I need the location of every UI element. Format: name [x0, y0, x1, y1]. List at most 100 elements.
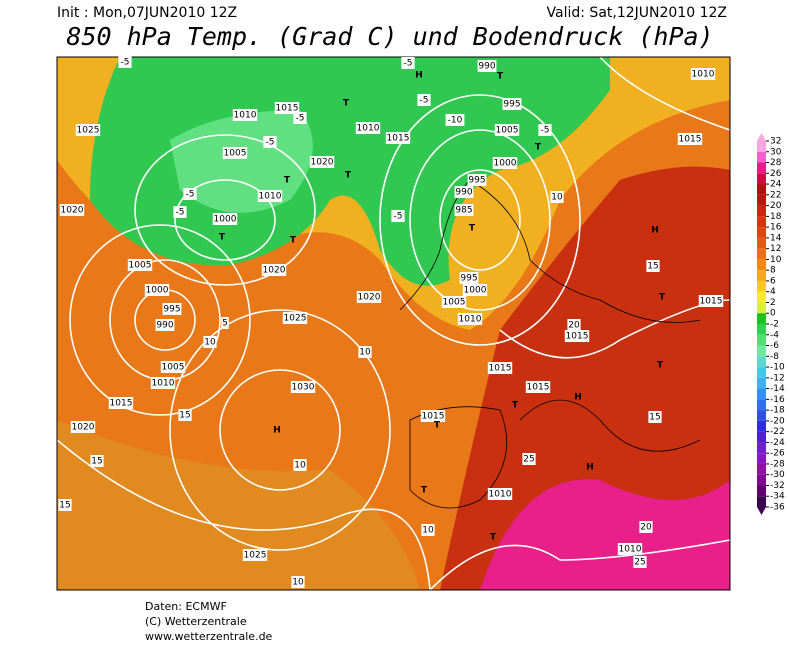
contour-label: 1020: [72, 423, 95, 433]
label-bg: [420, 410, 446, 422]
colorbar-label: 8: [770, 266, 776, 276]
label-bg: [290, 381, 316, 393]
colorbar-band: [757, 237, 766, 249]
label-bg: [70, 421, 96, 433]
colorbar-band: [757, 474, 766, 486]
label-bg: [445, 114, 465, 126]
contour-label: -10: [448, 116, 463, 126]
label-bg: [487, 362, 513, 374]
colorbar-band: [757, 216, 766, 228]
contour-label: 15: [647, 262, 658, 272]
pressure-center: T: [469, 224, 476, 234]
contour-label: 995: [468, 176, 485, 186]
contour-label: 1005: [224, 149, 247, 159]
colorbar-cap: [757, 507, 766, 515]
colorbar-label: 30: [770, 147, 782, 157]
colorbar-band: [757, 356, 766, 368]
contour-label: 1010: [692, 70, 715, 80]
label-bg: [454, 186, 474, 198]
pressure-center: T: [434, 421, 441, 431]
contour-label: -5: [541, 126, 550, 136]
label-bg: [59, 204, 85, 216]
label-bg: [459, 272, 479, 284]
label-bg: [646, 260, 660, 272]
contour-label: 990: [156, 321, 173, 331]
colorbar-band: [757, 248, 766, 260]
colorbar-band: [757, 194, 766, 206]
label-bg: [183, 188, 197, 200]
colorbar-label: 32: [770, 137, 781, 147]
map-frame: [56, 56, 731, 591]
contour-label: 15: [91, 457, 102, 467]
colorbar-band: [757, 205, 766, 217]
contour-label: 1010: [357, 124, 380, 134]
contour-label: 10: [294, 461, 306, 471]
colorbar-band: [757, 162, 766, 174]
label-bg: [567, 319, 581, 331]
pressure-center: T: [343, 99, 350, 109]
colorbar-label: -18: [770, 406, 785, 416]
label-bg: [232, 109, 258, 121]
colorbar-label: -8: [770, 352, 779, 362]
label-bg: [421, 524, 435, 536]
colorbar-band: [757, 345, 766, 357]
label-bg: [358, 346, 372, 358]
map-title: 850 hPa Temp. (Grad C) und Bodendruck (h…: [66, 22, 713, 51]
colorbar-band: [757, 227, 766, 238]
label-bg: [75, 124, 101, 136]
colorbar-label: -2: [770, 320, 779, 330]
contour-label: -5: [394, 212, 403, 222]
colorbar-band: [757, 184, 766, 195]
contour-label: 1015: [700, 297, 723, 307]
colorbar-label: 18: [770, 212, 782, 222]
contour-label: 1025: [284, 314, 307, 324]
pressure-center: T: [284, 176, 291, 186]
label-bg: [221, 317, 229, 329]
label-bg: [477, 60, 497, 72]
label-bg: [293, 112, 307, 124]
colorbar-label: 12: [770, 244, 781, 254]
contour-label: 1005: [496, 126, 519, 136]
contour-label: -5: [404, 59, 413, 69]
contour-label: 1015: [527, 383, 550, 393]
contour-label: 5: [222, 319, 228, 329]
contour-label: 1010: [619, 545, 642, 555]
colorbar-label: -16: [770, 395, 785, 405]
label-bg: [633, 556, 647, 568]
label-bg: [178, 409, 192, 421]
coastlines: [399, 179, 701, 509]
colorbar-band: [757, 453, 766, 464]
label-bg: [263, 136, 277, 148]
contour-label: 15: [649, 413, 660, 423]
label-bg: [108, 397, 134, 409]
pressure-center: T: [345, 171, 352, 181]
label-bg: [401, 57, 415, 69]
label-bg: [677, 133, 703, 145]
colorbar-label: -4: [770, 330, 779, 340]
contour-label: 995: [460, 274, 477, 284]
contour-label: -5: [176, 208, 185, 218]
colorbar-label: -6: [770, 341, 779, 351]
contour-label: 1025: [77, 126, 100, 136]
colorbar-band: [757, 442, 766, 454]
colorbar-label: -30: [770, 470, 785, 480]
contour-label: 990: [478, 62, 495, 72]
label-bg: [639, 521, 653, 533]
contour-label: 1015: [387, 134, 410, 144]
label-bg: [127, 259, 153, 271]
pressure-center: H: [574, 393, 582, 403]
colorbar-label: 22: [770, 190, 781, 200]
contour-label: 995: [503, 100, 520, 110]
label-bg: [162, 303, 182, 315]
colorbar-label: 24: [770, 180, 782, 190]
pressure-center: H: [586, 463, 594, 473]
colorbar-label: 10: [770, 255, 782, 265]
contour-label: 10: [422, 526, 434, 536]
contour-label: 1015: [276, 104, 299, 114]
contour-label: 995: [163, 305, 180, 315]
label-bg: [457, 313, 483, 325]
pressure-center: T: [497, 72, 504, 82]
colorbar-band: [757, 259, 766, 271]
colorbar-band: [757, 367, 766, 378]
